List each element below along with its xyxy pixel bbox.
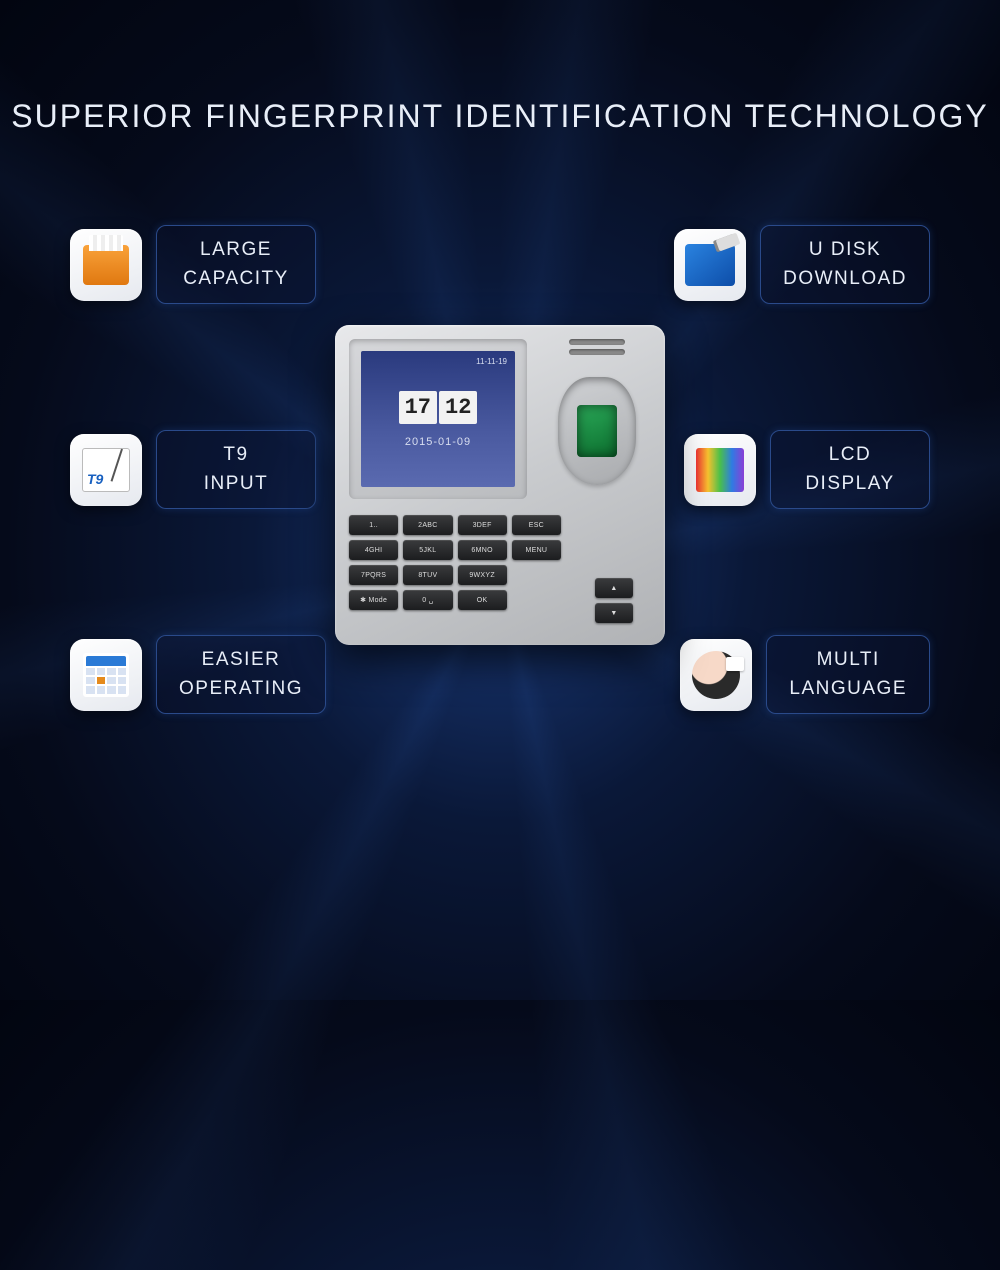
screen-date: 2015-01-09 <box>405 436 471 448</box>
lcd-color-icon <box>684 434 756 506</box>
feature-label: T9 INPUT <box>156 430 316 509</box>
key-6: 6MNO <box>458 540 507 560</box>
feature-line1: EASIER <box>179 646 303 675</box>
feature-easier-operating: EASIER OPERATING <box>70 635 326 714</box>
feature-line1: LCD <box>793 441 907 470</box>
feature-line2: DISPLAY <box>793 470 907 499</box>
key-1: 1.. <box>349 515 398 535</box>
feature-multi-language: MULTI LANGUAGE <box>680 635 930 714</box>
key-8: 8TUV <box>403 565 452 585</box>
feature-label: LCD DISPLAY <box>770 430 930 509</box>
feature-line1: LARGE <box>179 236 293 265</box>
key-9: 9WXYZ <box>458 565 507 585</box>
calendar-icon <box>70 639 142 711</box>
fingerprint-sensor <box>558 377 636 485</box>
page-title: SUPERIOR FINGERPRINT IDENTIFICATION TECH… <box>0 98 1000 135</box>
device-screen-frame: 11-11-19 17 12 2015-01-09 <box>349 339 527 499</box>
feature-line2: INPUT <box>179 470 293 499</box>
screen-corner-date: 11-11-19 <box>476 357 507 366</box>
fingerprint-device: 11-11-19 17 12 2015-01-09 1.. 2ABC 3DEF … <box>335 325 665 645</box>
status-led <box>569 339 625 345</box>
key-3: 3DEF <box>458 515 507 535</box>
feature-line2: CAPACITY <box>179 265 293 294</box>
usb-download-icon <box>674 229 746 301</box>
feature-line2: DOWNLOAD <box>783 265 907 294</box>
feature-t9-input: T9 T9 INPUT <box>70 430 316 509</box>
t9-icon-label: T9 <box>87 471 103 487</box>
screen-time: 17 12 <box>399 391 478 424</box>
screen-time-hours: 17 <box>399 391 437 424</box>
screen-time-minutes: 12 <box>439 391 477 424</box>
feature-large-capacity: LARGE CAPACITY <box>70 225 316 304</box>
key-0: 0 ␣ <box>403 590 452 610</box>
key-2: 2ABC <box>403 515 452 535</box>
feature-lcd-display: LCD DISPLAY <box>684 430 930 509</box>
device-keypad: 1.. 2ABC 3DEF ESC 4GHI 5JKL 6MNO MENU 7P… <box>349 515 561 610</box>
feature-label: LARGE CAPACITY <box>156 225 316 304</box>
feature-line1: T9 <box>179 441 293 470</box>
feature-line2: OPERATING <box>179 675 303 704</box>
key-esc: ESC <box>512 515 561 535</box>
key-7: 7PQRS <box>349 565 398 585</box>
status-led <box>569 349 625 355</box>
key-menu: MENU <box>512 540 561 560</box>
key-mode: ✱ Mode <box>349 590 398 610</box>
feature-label: MULTI LANGUAGE <box>766 635 930 714</box>
key-4: 4GHI <box>349 540 398 560</box>
feature-line2: LANGUAGE <box>789 675 907 704</box>
key-arrow-up: ▲ <box>595 578 633 598</box>
t9-icon: T9 <box>70 434 142 506</box>
box-icon <box>70 229 142 301</box>
feature-line1: MULTI <box>789 646 907 675</box>
feature-line1: U DISK <box>783 236 907 265</box>
key-5: 5JKL <box>403 540 452 560</box>
language-person-icon <box>680 639 752 711</box>
key-arrow-down: ▼ <box>595 603 633 623</box>
device-screen: 11-11-19 17 12 2015-01-09 <box>361 351 515 487</box>
fingerprint-glass <box>577 405 617 457</box>
feature-label: EASIER OPERATING <box>156 635 326 714</box>
feature-label: U DISK DOWNLOAD <box>760 225 930 304</box>
key-ok: OK <box>458 590 507 610</box>
feature-u-disk-download: U DISK DOWNLOAD <box>674 225 930 304</box>
